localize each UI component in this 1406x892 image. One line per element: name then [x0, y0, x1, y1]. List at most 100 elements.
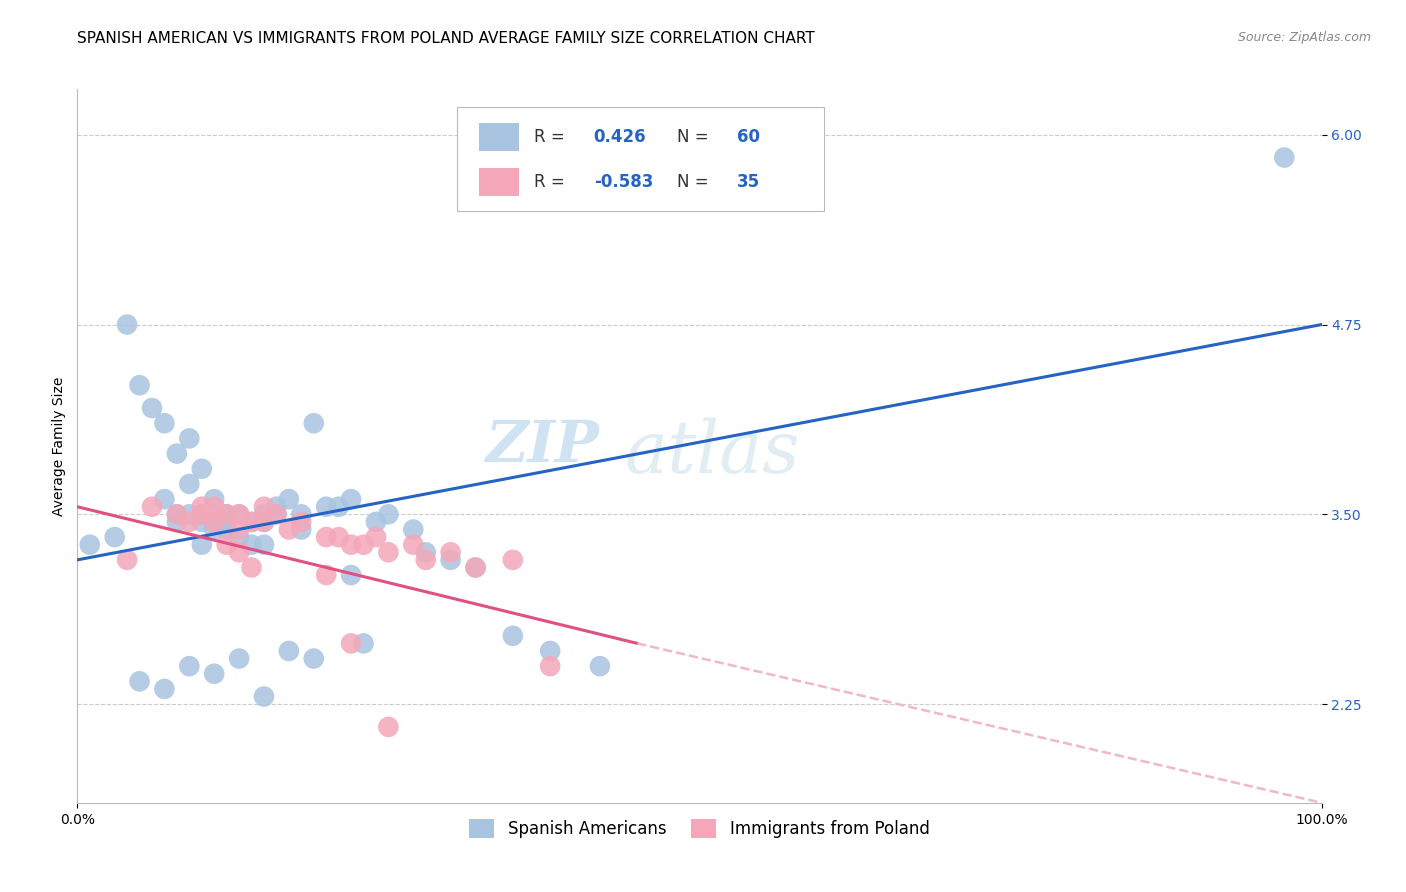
- Point: [315, 500, 337, 514]
- Point: [1272, 151, 1295, 165]
- Point: [166, 447, 188, 461]
- Point: [340, 568, 363, 582]
- Point: [141, 401, 163, 415]
- Point: [115, 318, 138, 332]
- Point: [202, 666, 225, 681]
- Bar: [479, 169, 519, 195]
- Point: [215, 508, 238, 522]
- Text: SPANISH AMERICAN VS IMMIGRANTS FROM POLAND AVERAGE FAMILY SIZE CORRELATION CHART: SPANISH AMERICAN VS IMMIGRANTS FROM POLA…: [77, 31, 815, 46]
- Legend: Spanish Americans, Immigrants from Poland: Spanish Americans, Immigrants from Polan…: [463, 812, 936, 845]
- Point: [302, 416, 325, 430]
- Point: [266, 500, 288, 514]
- Point: [202, 515, 225, 529]
- Point: [202, 523, 225, 537]
- Point: [377, 545, 399, 559]
- Point: [302, 651, 325, 665]
- Point: [315, 530, 337, 544]
- Point: [179, 659, 201, 673]
- Point: [415, 553, 437, 567]
- Point: [228, 651, 250, 665]
- Text: ZIP: ZIP: [486, 417, 600, 475]
- Point: [439, 545, 461, 559]
- Point: [153, 416, 176, 430]
- Point: [179, 477, 201, 491]
- Point: [266, 508, 288, 522]
- Point: [253, 515, 276, 529]
- Point: [191, 508, 214, 522]
- Point: [253, 690, 276, 704]
- Point: [290, 523, 312, 537]
- Point: [240, 515, 263, 529]
- Point: [153, 681, 176, 696]
- Point: [502, 629, 524, 643]
- Point: [115, 553, 138, 567]
- Point: [202, 515, 225, 529]
- Point: [240, 560, 263, 574]
- Point: [79, 538, 101, 552]
- Point: [277, 492, 299, 507]
- Point: [538, 659, 561, 673]
- Text: -0.583: -0.583: [593, 173, 654, 191]
- Point: [128, 674, 150, 689]
- Point: [104, 530, 127, 544]
- Point: [340, 538, 363, 552]
- Point: [377, 720, 399, 734]
- Point: [340, 636, 363, 650]
- Point: [228, 545, 250, 559]
- Point: [253, 508, 276, 522]
- Point: [340, 492, 363, 507]
- Point: [153, 492, 176, 507]
- Point: [377, 508, 399, 522]
- Text: N =: N =: [678, 128, 714, 146]
- Point: [215, 523, 238, 537]
- Point: [328, 530, 350, 544]
- Text: R =: R =: [534, 128, 569, 146]
- Point: [538, 644, 561, 658]
- Point: [191, 462, 214, 476]
- Point: [166, 508, 188, 522]
- Point: [253, 538, 276, 552]
- Point: [191, 515, 214, 529]
- Point: [402, 538, 425, 552]
- Point: [353, 636, 375, 650]
- Text: 35: 35: [737, 173, 759, 191]
- Point: [179, 508, 201, 522]
- Point: [464, 560, 486, 574]
- Point: [253, 500, 276, 514]
- Point: [228, 530, 250, 544]
- Point: [215, 538, 238, 552]
- Point: [240, 538, 263, 552]
- Point: [228, 508, 250, 522]
- Point: [191, 500, 214, 514]
- Point: [290, 515, 312, 529]
- Point: [166, 515, 188, 529]
- Y-axis label: Average Family Size: Average Family Size: [52, 376, 66, 516]
- Point: [353, 538, 375, 552]
- Text: R =: R =: [534, 173, 569, 191]
- Point: [266, 508, 288, 522]
- Point: [215, 515, 238, 529]
- Text: N =: N =: [678, 173, 714, 191]
- Bar: [457, 107, 824, 211]
- Point: [191, 538, 214, 552]
- Bar: [479, 123, 519, 151]
- Text: atlas: atlas: [624, 417, 800, 489]
- Point: [166, 508, 188, 522]
- Point: [179, 431, 201, 445]
- Text: 60: 60: [737, 128, 759, 146]
- Point: [328, 500, 350, 514]
- Point: [502, 553, 524, 567]
- Point: [202, 508, 225, 522]
- Point: [402, 523, 425, 537]
- Point: [439, 553, 461, 567]
- Point: [315, 568, 337, 582]
- Point: [141, 500, 163, 514]
- Point: [589, 659, 612, 673]
- Point: [240, 515, 263, 529]
- Point: [364, 515, 387, 529]
- Point: [179, 515, 201, 529]
- Text: Source: ZipAtlas.com: Source: ZipAtlas.com: [1237, 31, 1371, 45]
- Point: [128, 378, 150, 392]
- Point: [202, 500, 225, 514]
- Point: [415, 545, 437, 559]
